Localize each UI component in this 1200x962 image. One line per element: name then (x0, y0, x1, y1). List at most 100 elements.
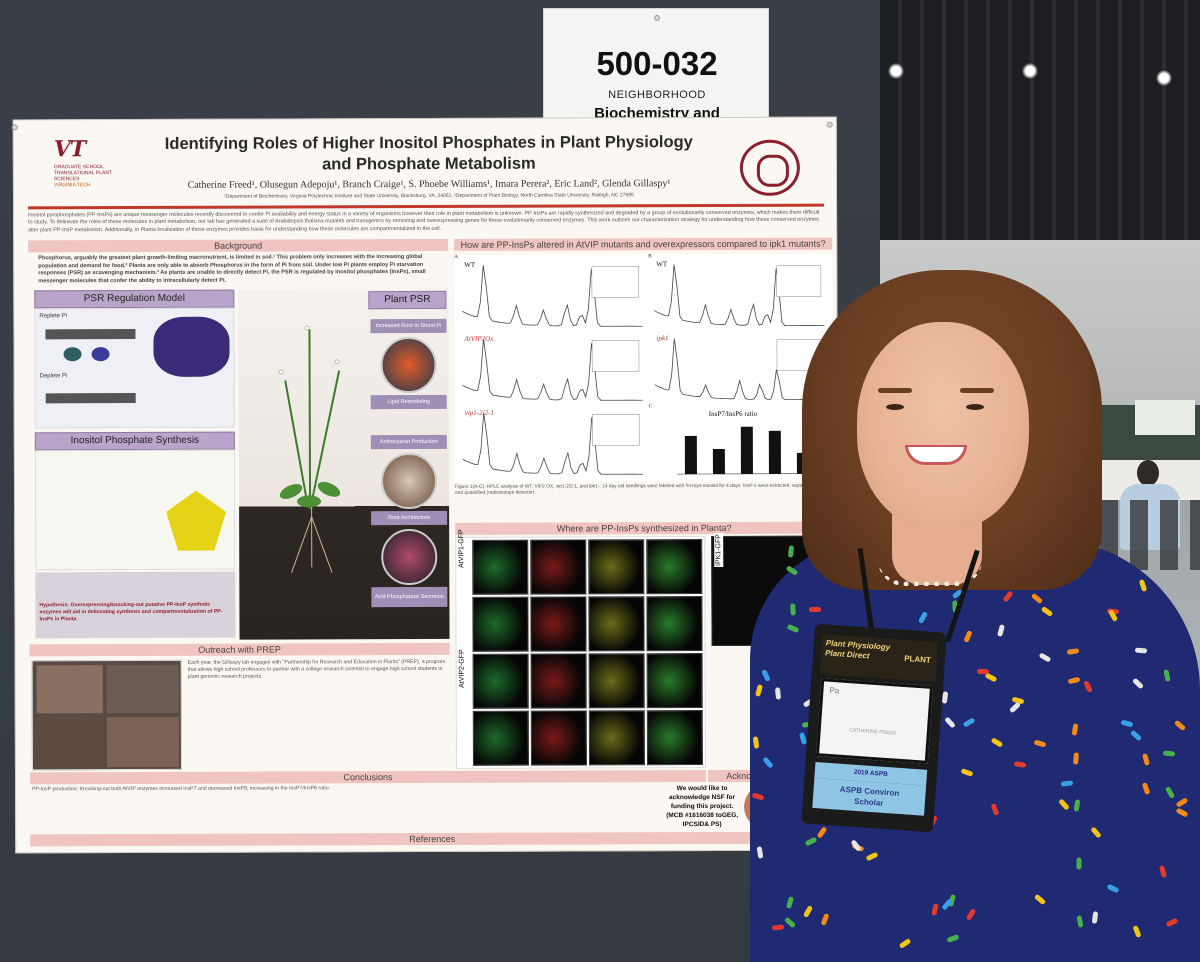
ceiling-light (1156, 70, 1172, 86)
poster-number-placard: 500-032 NEIGHBORHOOD Biochemistry and (543, 8, 769, 122)
dress-print (1089, 826, 1102, 839)
dress-print (755, 683, 763, 697)
chromatogram-inset (592, 414, 640, 446)
badge-initials: Pa (829, 685, 840, 696)
inositol-shape (166, 491, 226, 551)
dress-print (1066, 648, 1080, 656)
dress-print (1091, 911, 1098, 924)
figure-caption: Figure 1(A-C). HPLC analysis of WT, VIP2… (454, 483, 832, 496)
dress-print (756, 846, 764, 859)
panel-letter: B (648, 254, 652, 260)
acknowledgment-text: We would like to acknowledge NSF for fun… (666, 784, 739, 829)
pushpin (654, 15, 660, 21)
chromatogram-trace (654, 338, 825, 401)
hplc-label: AtVIP2Ox (464, 334, 494, 343)
dress-print (816, 826, 828, 839)
plant-flower (334, 359, 340, 365)
chromatogram-trace (654, 264, 825, 327)
dress-print (1013, 760, 1027, 768)
dress-print (962, 630, 973, 644)
logo-line: VIRGINIA TECH (53, 182, 91, 189)
badge-ribbon-scholar: ASPB Conviron Scholar (812, 777, 927, 816)
presenter-eyebrow (878, 388, 912, 393)
outreach-photo (36, 665, 103, 714)
microscopy-tile (588, 710, 645, 766)
plant-stem (284, 380, 308, 499)
psr-tag: Increased Root to Shoot Pi transport (370, 318, 447, 343)
microscopy-tile (472, 596, 529, 652)
badge-name-window: Pa CATHERINE FREED (815, 678, 934, 764)
dress-print (898, 937, 912, 949)
microscopy-tile (472, 653, 529, 709)
psr-tag: Anthocyanin Production (370, 434, 447, 450)
hplc-label: WT (464, 260, 476, 269)
dress-print (762, 756, 775, 769)
row-label: AtVIP1-GFP (458, 529, 466, 568)
dress-print (1061, 780, 1074, 787)
plant-flower (278, 369, 284, 375)
dress-print (802, 904, 813, 918)
plant-root (310, 516, 333, 573)
dress-print (918, 611, 929, 625)
side-label: IPK1-GFP (714, 533, 724, 567)
dress-print (752, 735, 760, 749)
dress-print (785, 565, 799, 576)
dress-print (1033, 893, 1047, 905)
section-header-localization: Where are PP-InsPs synthesized in Planta… (455, 521, 834, 535)
title-line: and Phosphate Metabolism (322, 154, 536, 174)
outreach-photos (31, 659, 182, 771)
dress-print (984, 673, 998, 683)
microscopy-tile (588, 539, 645, 595)
hypothesis-box: Hypothesis: Overexpressing/knocking-out … (35, 571, 236, 639)
lab-seal-logo (739, 139, 800, 196)
outreach-photo (106, 664, 179, 714)
replete-label: Replete Pi (39, 313, 68, 320)
pushpin (826, 121, 833, 128)
title-divider (28, 203, 825, 210)
ratio-bar (740, 426, 753, 474)
chromatogram-inset (591, 340, 640, 372)
plant-root (291, 516, 313, 573)
microscopy-tile (646, 710, 703, 766)
badge-header-line: PLANT (903, 653, 932, 665)
dress-print (943, 716, 956, 729)
research-poster: VT GRADUATE SCHOOL TRANSLATIONAL PLANT S… (11, 116, 840, 854)
chromatogram-inset (591, 266, 639, 298)
neighborhood-label: NEIGHBORHOOD (608, 89, 706, 101)
dress-print (1002, 590, 1014, 603)
dress-print (990, 737, 1004, 748)
name-badge: Plant Physiology Plant Direct PLANT Pa C… (801, 623, 947, 833)
dress-print (1083, 680, 1094, 694)
dress-print (990, 803, 1000, 817)
dress-print (965, 907, 976, 921)
protein-shape (63, 347, 82, 362)
hall-ceiling (880, 0, 1200, 240)
section-header-background: Background (28, 238, 449, 253)
microscopy-tile (646, 653, 703, 709)
microscopy-tile (646, 596, 703, 652)
dress-print (1131, 677, 1145, 690)
protein-shape (91, 347, 110, 362)
outreach-photo (106, 716, 179, 768)
section-header-conclusions: Conclusions (30, 770, 707, 785)
presenter-eyebrow (960, 388, 994, 393)
ratio-chart-title: InsP7/InsP6 ratio (708, 409, 758, 419)
microscopy-tile (588, 653, 645, 709)
microscopy-tile (530, 539, 587, 595)
chromatogram-trace (462, 265, 643, 327)
protein-structure (153, 316, 230, 377)
dress-print (820, 913, 829, 927)
ratio-bar (712, 448, 725, 474)
vt-logo-mark: VT (53, 136, 86, 163)
row-label: AtVIP2-GFP (458, 649, 466, 688)
dress-print (798, 732, 807, 745)
ratio-bar (768, 430, 781, 474)
dress-print (1058, 798, 1071, 811)
dress-print (1011, 696, 1025, 704)
ceiling-light (1022, 63, 1038, 79)
pushpin (11, 124, 18, 131)
microscopy-grid: AtVIP1-GFP AtVIP2-GFP (455, 529, 706, 769)
dress-print (1076, 857, 1082, 870)
plant-illustration: Plant PSR Increased Root to Shoot Pi tra… (238, 288, 450, 640)
